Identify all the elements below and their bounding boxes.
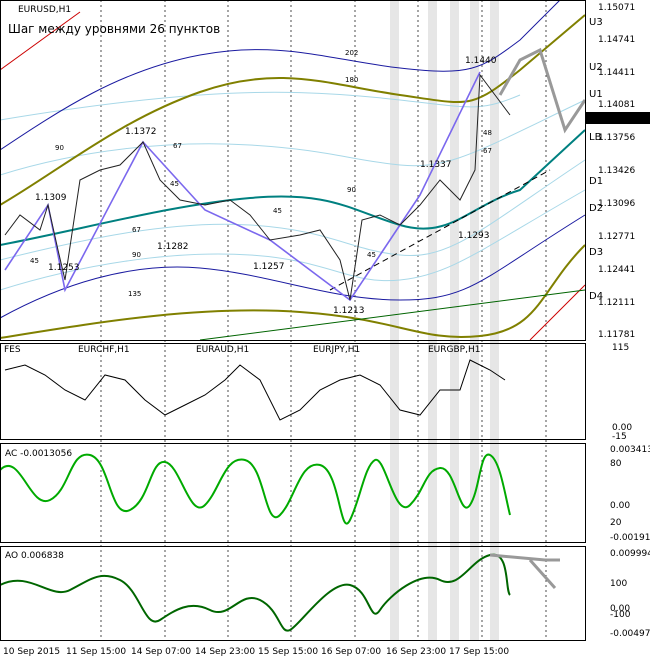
- level-annotation: 45: [367, 251, 376, 259]
- panel-axis-label: 0.00: [610, 501, 630, 511]
- level-annotation: 1.1440: [465, 56, 497, 66]
- level-annotation: 67: [483, 147, 492, 155]
- symbol-label: EURUSD,H1: [18, 5, 71, 15]
- level-label: LB: [589, 132, 602, 143]
- level-annotation: 135: [128, 290, 141, 298]
- level-annotation: 67: [132, 226, 141, 234]
- panel-title: FES: [4, 345, 21, 355]
- sub-indicators: [0, 359, 560, 632]
- pair-label: EURJPY,H1: [313, 345, 360, 355]
- price-label: 1.12441: [598, 265, 635, 275]
- level-annotation: 1.1282: [157, 242, 189, 252]
- level-label: D2: [589, 203, 603, 214]
- main-indicators: [0, 0, 587, 341]
- pair-label: EURAUD,H1: [196, 345, 249, 355]
- price-label: 1.13096: [598, 199, 635, 209]
- session-bands: [390, 0, 499, 640]
- panel-axis-label: 0.00: [612, 423, 632, 433]
- level-annotation: 48: [483, 129, 492, 137]
- level-label: D1: [589, 176, 603, 187]
- panel-axis-label: 20: [610, 518, 622, 528]
- price-label: 1.14411: [598, 68, 635, 78]
- panel-axis-label: -0.001916: [610, 533, 650, 543]
- panel-frames: [0, 0, 586, 641]
- date-label: 11 Sep 15:00: [66, 647, 126, 657]
- level-annotation: 1.1309: [35, 193, 67, 203]
- panel-axis-label: 115: [612, 343, 629, 353]
- level-annotation: 202: [345, 49, 358, 57]
- level-annotation: 67: [173, 142, 182, 150]
- pair-label: EURCHF,H1: [78, 345, 130, 355]
- level-annotation: 1.1213: [333, 306, 365, 316]
- date-label: 16 Sep 23:00: [386, 647, 446, 657]
- level-annotation: 45: [30, 257, 39, 265]
- level-label: D3: [589, 247, 603, 258]
- panel-axis-label: -100: [610, 610, 631, 620]
- level-annotation: 180: [345, 76, 358, 84]
- pair-label: EURGBP,H1: [428, 345, 480, 355]
- date-label: 14 Sep 23:00: [195, 647, 255, 657]
- price-label: 1.15071: [598, 3, 635, 13]
- level-annotation: 45: [170, 180, 179, 188]
- price-label: 1.14081: [598, 100, 635, 110]
- level-annotation: 90: [347, 186, 356, 194]
- level-annotation: 45: [273, 207, 282, 215]
- price-label: 1.12111: [598, 298, 635, 308]
- date-label: 16 Sep 07:00: [321, 647, 381, 657]
- panel-axis-label: -15: [612, 432, 627, 442]
- price-label: 1.11781: [598, 330, 635, 340]
- current-price: 1.13929: [598, 114, 635, 124]
- date-label: 15 Sep 15:00: [258, 647, 318, 657]
- level-annotation: 1.1253: [48, 263, 80, 273]
- level-label: D4: [589, 291, 603, 302]
- panel-title: AO 0.006838: [5, 551, 64, 561]
- level-annotation: 90: [55, 144, 64, 152]
- level-annotation: 1.1372: [125, 127, 157, 137]
- current-price-box: [586, 112, 650, 124]
- level-label: U1: [589, 89, 603, 100]
- panel-axis-label: 80: [610, 459, 622, 469]
- panel-axis-label: 0.00: [610, 604, 630, 614]
- price-label: 1.14741: [598, 35, 635, 45]
- level-label: U3: [589, 17, 603, 28]
- level-annotation: 1.1257: [253, 262, 285, 272]
- level-annotation: 1.1337: [420, 160, 452, 170]
- date-label: 10 Sep 2015: [3, 647, 60, 657]
- price-label: 1.13756: [598, 133, 635, 143]
- price-label: 1.12771: [598, 232, 635, 242]
- level-label: U2: [589, 62, 603, 73]
- step-note: Шаг между уровнями 26 пунктов: [8, 22, 220, 36]
- panel-axis-label: 0.009994: [610, 549, 650, 559]
- level-annotation: 90: [132, 251, 141, 259]
- level-annotation: 1.1293: [458, 231, 490, 241]
- panel-title: AC -0.0013056: [5, 449, 72, 459]
- price-label: 1.13426: [598, 166, 635, 176]
- panel-axis-label: 100: [610, 579, 627, 589]
- date-label: 14 Sep 07:00: [131, 647, 191, 657]
- panel-axis-label: -0.004979: [610, 629, 650, 639]
- date-label: 17 Sep 15:00: [449, 647, 509, 657]
- panel-axis-label: 0.003413: [610, 445, 650, 455]
